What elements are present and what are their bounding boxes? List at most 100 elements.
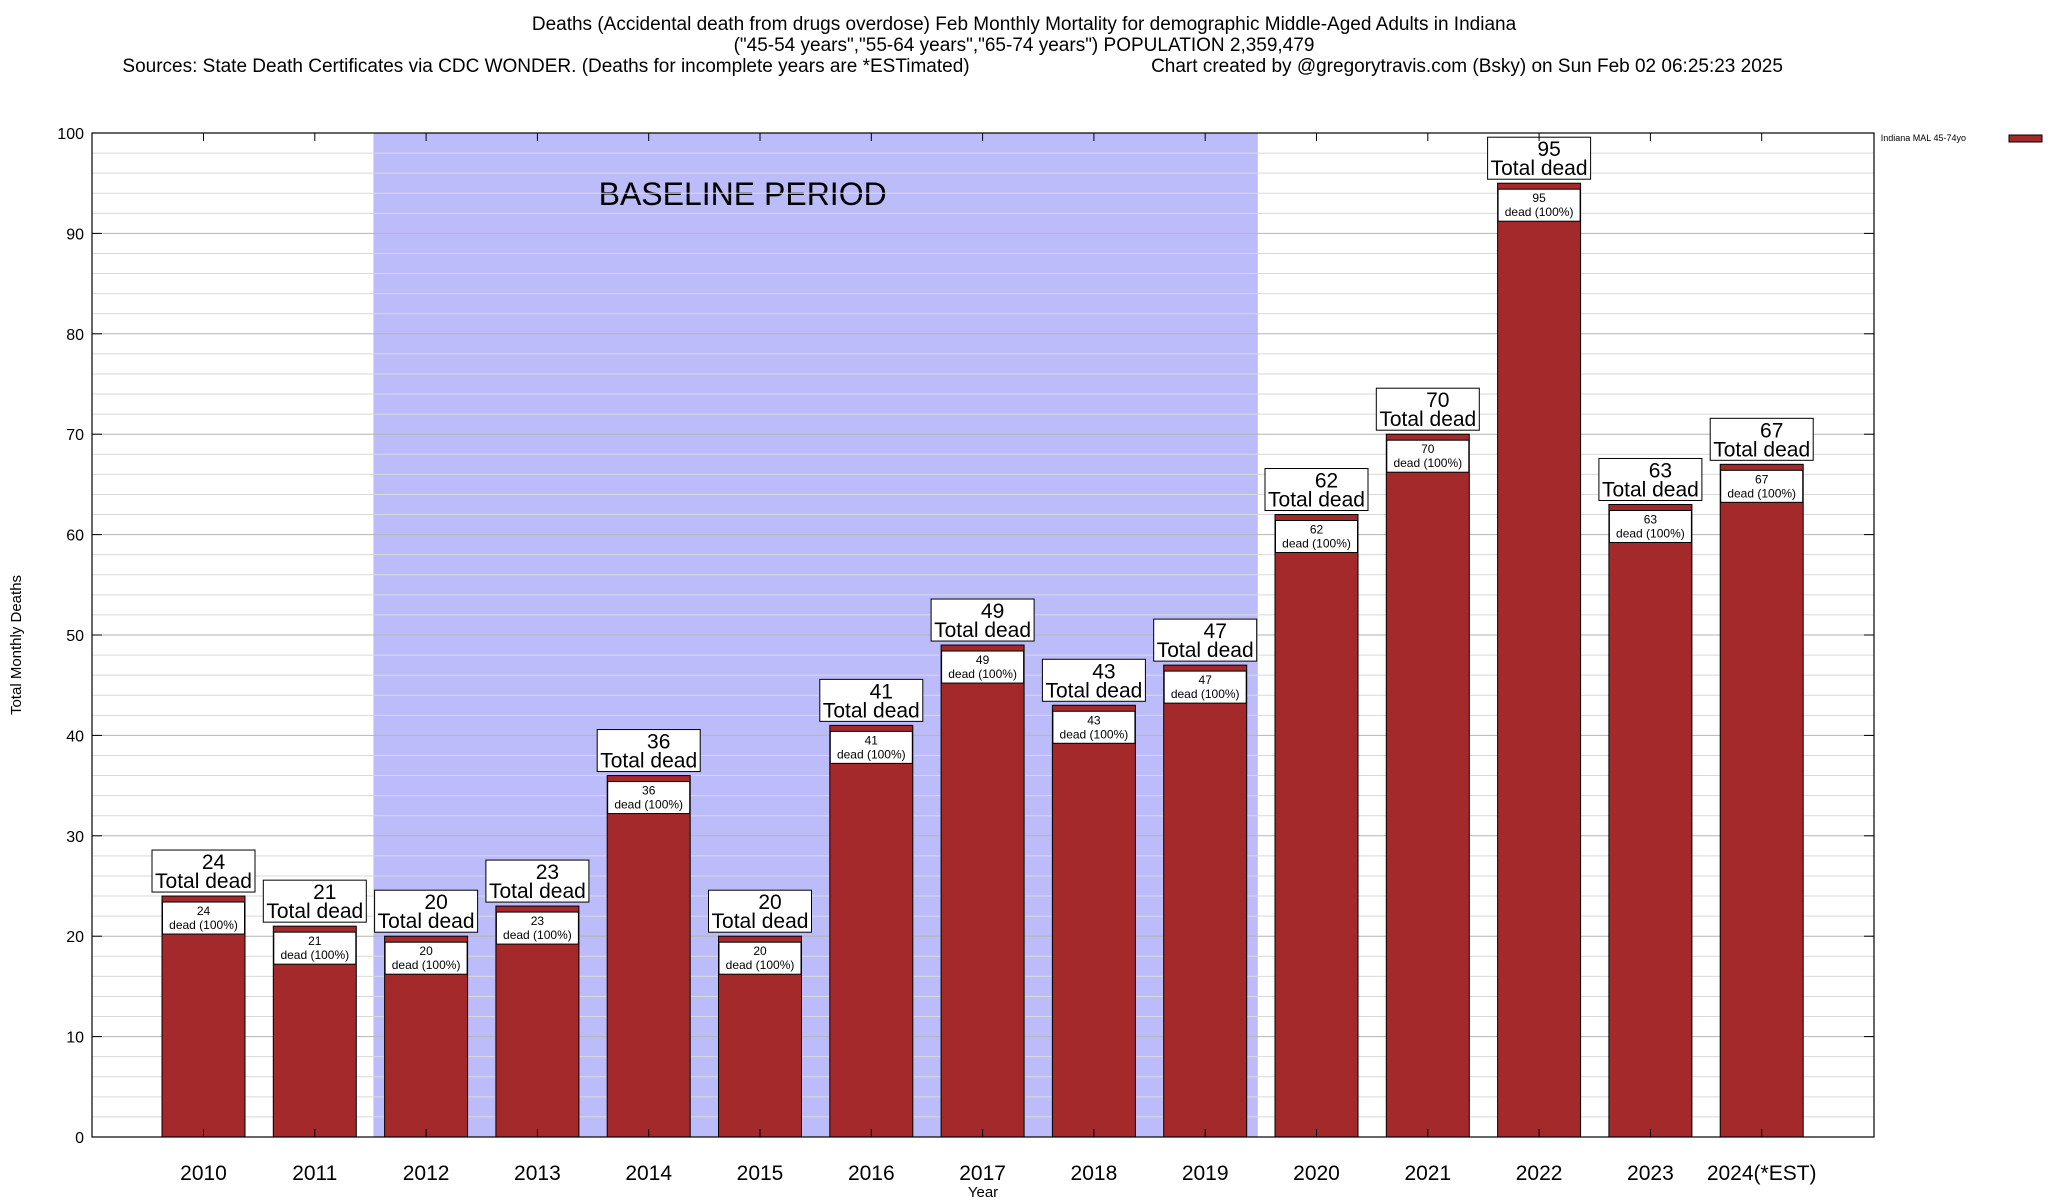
bar-top-label-box — [1709, 417, 1814, 461]
bar-top-text: Total dead — [378, 910, 475, 933]
bar-inner-label-box — [1163, 670, 1247, 704]
y-tick-label: 20 — [66, 929, 84, 946]
y-tick-label: 70 — [66, 427, 84, 444]
x-tick-label: 2010 — [180, 1162, 227, 1185]
bar-inner-percent: dead (100%) — [1282, 537, 1351, 551]
bar-inner-count: 41 — [865, 733, 879, 747]
bar-top-label-box — [819, 678, 924, 722]
bar-inner-percent: dead (100%) — [1060, 727, 1129, 741]
bar-inner-count: 21 — [308, 934, 322, 948]
y-axis-title: Total Monthly Deaths — [8, 575, 25, 715]
credit-line: Chart created by @gregorytravis.com (Bsk… — [1151, 56, 1783, 77]
bar-inner-percent: dead (100%) — [1171, 687, 1240, 701]
legend-swatch — [2008, 134, 2043, 143]
bar — [1163, 664, 1248, 1138]
bar-inner-percent: dead (100%) — [392, 958, 461, 972]
sources-line: Sources: State Death Certificates via CD… — [122, 56, 970, 77]
bar — [1497, 182, 1582, 1138]
bar-inner-percent: dead (100%) — [726, 958, 795, 972]
bar-top-text: Total dead — [934, 619, 1031, 642]
y-tick-label: 50 — [66, 628, 84, 645]
bar-inner-count: 95 — [1532, 191, 1546, 205]
bar — [1385, 433, 1470, 1138]
x-axis-title: Year — [968, 1184, 998, 1200]
bar-inner-label-box — [384, 941, 468, 975]
bar-top-text: Total dead — [1045, 679, 1142, 702]
bar-inner-count: 24 — [197, 904, 211, 918]
bar-top-count: 47 — [1204, 620, 1227, 643]
bar-inner-label-box — [1275, 520, 1358, 554]
bar-inner-count: 36 — [642, 784, 656, 798]
bar-inner-label-box — [273, 931, 357, 965]
bar-inner-label-box — [162, 901, 245, 935]
y-tick-label: 60 — [66, 528, 84, 545]
bar-top-count: 62 — [1315, 470, 1338, 493]
axis-layer: 2010 2011 2012 2013 2014 2015 2016 2017 2018 2019… — [8, 126, 1875, 1200]
bar-inner-percent: dead (100%) — [614, 798, 683, 812]
bar — [161, 895, 246, 1138]
bar-top-count: 24 — [202, 851, 226, 874]
x-tick-label: 2021 — [1404, 1162, 1451, 1185]
bar-top-text: Total dead — [266, 900, 363, 923]
bar-top-text: Total dead — [1379, 408, 1476, 431]
x-tick-label: 2016 — [848, 1162, 895, 1185]
bar-top-text: Total dead — [712, 910, 809, 933]
bar-top-label-box — [930, 598, 1035, 642]
bar-top-count: 67 — [1760, 419, 1783, 442]
bar-inner-percent: dead (100%) — [948, 667, 1017, 681]
x-tick-label: 2018 — [1071, 1162, 1118, 1185]
x-tick-label: 2022 — [1516, 1162, 1563, 1185]
bar-top-count: 36 — [647, 731, 670, 754]
bar-top-count: 43 — [1092, 660, 1115, 683]
bar-top-text: Total dead — [1491, 157, 1588, 180]
x-tick-label: 2017 — [959, 1162, 1006, 1185]
bar-top-text: Total dead — [155, 870, 252, 893]
y-tick-label: 30 — [66, 829, 84, 846]
bar-inner-label-box — [495, 911, 579, 945]
x-tick-label: 2014 — [625, 1162, 672, 1185]
bar-inner-label-box — [829, 730, 913, 764]
bar — [606, 775, 691, 1138]
bar-top-text: Total dead — [600, 750, 697, 773]
bar-top-label-box — [1041, 658, 1146, 702]
bar-inner-label-box — [941, 650, 1025, 684]
x-tick-label: 2023 — [1627, 1162, 1674, 1185]
bar-inner-label-box — [718, 941, 802, 975]
bar-inner-percent: dead (100%) — [1727, 486, 1796, 500]
y-tick-label: 40 — [66, 728, 84, 745]
bar-top-count: 70 — [1426, 389, 1449, 412]
bar-inner-count: 20 — [753, 944, 767, 958]
bar-top-count: 21 — [313, 881, 336, 904]
bar-top-text: Total dead — [1713, 438, 1810, 461]
x-tick-label: 2013 — [514, 1162, 561, 1185]
bar-inner-percent: dead (100%) — [503, 928, 572, 942]
bar-inner-label-box — [1497, 188, 1581, 222]
y-tick-label: 80 — [66, 327, 84, 344]
y-tick-label: 90 — [66, 226, 84, 243]
bar-inner-count: 20 — [419, 944, 433, 958]
bar-top-label-box — [708, 889, 812, 933]
bar-inner-count: 47 — [1199, 673, 1213, 687]
bar-inner-label-box — [1608, 509, 1692, 543]
bar-top-count: 20 — [424, 891, 447, 914]
bar-inner-percent: dead (100%) — [169, 918, 238, 932]
x-tick-label: 2011 — [292, 1162, 337, 1185]
bar-inner-percent: dead (100%) — [1616, 526, 1685, 540]
bar — [940, 644, 1025, 1138]
bar-inner-percent: dead (100%) — [837, 747, 906, 761]
y-tick-label: 0 — [75, 1130, 84, 1147]
bar — [829, 724, 914, 1138]
bar-top-label-box — [1598, 457, 1703, 501]
bar-top-label-box — [374, 889, 479, 933]
bar-top-text: Total dead — [1602, 478, 1699, 501]
bar-inner-percent: dead (100%) — [1393, 456, 1462, 470]
y-tick-label: 100 — [57, 126, 84, 143]
bar-inner-count: 23 — [531, 914, 545, 928]
bar-top-text: Total dead — [1157, 639, 1254, 662]
chart-subtitle: ("45-54 years","55-64 years","65-74 year… — [733, 35, 1315, 56]
legend: Indiana MAL 45-74yo — [1881, 133, 2043, 143]
baseline-band-label: BASELINE PERIOD — [599, 176, 887, 212]
legend-label: Indiana MAL 45-74yo — [1881, 133, 1966, 143]
